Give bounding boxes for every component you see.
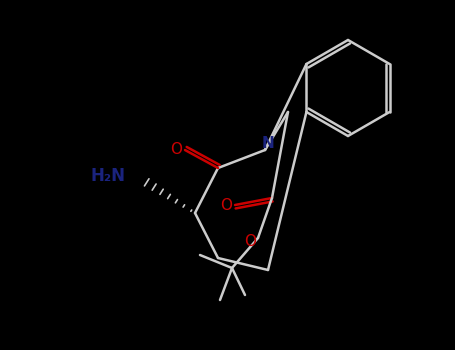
Text: O: O [244,233,256,248]
Text: H₂N: H₂N [90,167,125,185]
Text: N: N [262,136,274,152]
Text: O: O [220,197,232,212]
Text: O: O [170,141,182,156]
